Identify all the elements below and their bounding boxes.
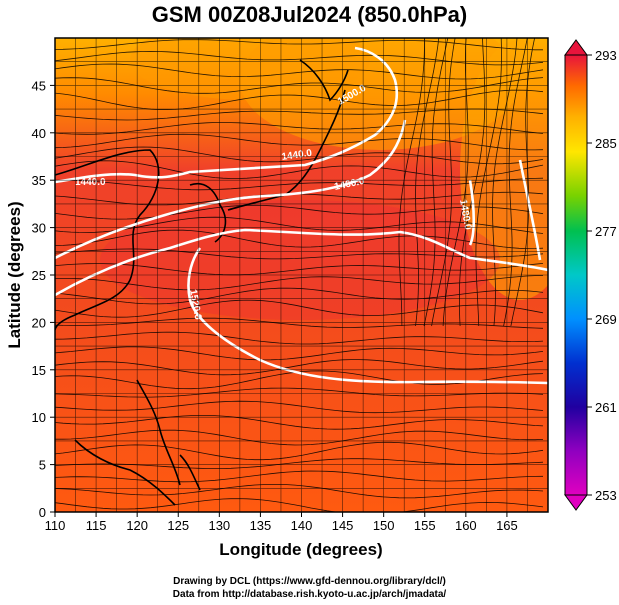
x-tick-label: 145 (332, 518, 354, 533)
contour-line (55, 119, 407, 260)
colorbar-tick-label: 285 (595, 136, 617, 151)
streamline (55, 39, 543, 51)
height-contours (55, 46, 548, 385)
streamline (55, 133, 544, 151)
contour-line (55, 228, 548, 297)
colorbar-tick-label: 269 (595, 312, 617, 327)
credits: Drawing by DCL (https://www.gfd-dennou.o… (0, 575, 619, 601)
colorbar: 293 285 277 269 261 253 (564, 39, 617, 511)
streamline (55, 50, 544, 66)
colorbar-body (564, 54, 588, 496)
wind-streamlines (55, 38, 544, 512)
y-tick-label: 35 (32, 173, 46, 188)
contour-label: 1520.0 (187, 289, 203, 321)
colorbar-tick-label: 277 (595, 224, 617, 239)
streamline (55, 484, 544, 499)
lat-lon-grid (54, 37, 549, 513)
x-axis-label: Longitude (degrees) (219, 540, 382, 559)
chart-title: GSM 00Z08Jul2024 (850.0hPa) (151, 2, 468, 27)
colorbar-tick-label: 261 (595, 400, 617, 415)
streamline (55, 204, 544, 220)
contour-label: 1440.0 (75, 177, 106, 188)
x-tick-label: 135 (250, 518, 272, 533)
y-tick-label: 0 (39, 505, 46, 520)
streamline (55, 346, 544, 361)
streamline (55, 498, 544, 512)
contour-line (468, 179, 476, 246)
y-tick-label: 10 (32, 410, 46, 425)
streamline (55, 470, 544, 483)
streamline (55, 122, 544, 135)
streamline (55, 160, 544, 179)
streamline (55, 89, 544, 110)
streamline (55, 429, 544, 446)
y-axis-ticks: 0 5 10 15 20 25 30 35 40 45 (32, 78, 55, 520)
streamline (459, 38, 486, 327)
contour-label: 1480.0 (457, 199, 473, 231)
coastlines (55, 59, 349, 506)
streamline (55, 275, 544, 291)
colorbar-bottom-arrow (564, 494, 588, 511)
x-tick-label: 140 (291, 518, 313, 533)
colorbar-tick-label: 253 (595, 488, 617, 503)
x-tick-label: 150 (373, 518, 395, 533)
streamline (492, 38, 518, 327)
y-tick-label: 30 (32, 221, 46, 236)
streamline (398, 38, 425, 327)
x-tick-label: 115 (86, 518, 107, 533)
streamline (55, 229, 544, 250)
x-tick-label: 165 (496, 518, 518, 533)
x-axis-ticks: 110 115 120 125 130 135 140 145 150 155 160 165 (45, 512, 518, 533)
streamline (55, 287, 544, 305)
colorbar-top-arrow (564, 39, 588, 56)
credit-line: Drawing by DCL (https://www.gfd-dennou.o… (173, 576, 446, 587)
credit-line: Data from http://database.rish.kyoto-u.a… (172, 589, 447, 600)
streamline (55, 359, 544, 376)
y-tick-label: 15 (32, 363, 46, 378)
streamline (55, 387, 544, 398)
streamline (55, 63, 544, 80)
contour-line (187, 247, 548, 385)
streamline (431, 38, 456, 327)
streamline (55, 146, 544, 165)
streamline (55, 331, 544, 345)
y-tick-label: 20 (32, 315, 46, 330)
y-axis-label: Latitude (degrees) (5, 201, 24, 348)
x-tick-label: 125 (167, 518, 189, 533)
x-tick-label: 160 (455, 518, 477, 533)
y-tick-label: 25 (32, 268, 46, 283)
streamline (55, 441, 544, 461)
streamline (423, 38, 449, 327)
streamline (55, 263, 544, 276)
streamline (415, 38, 440, 327)
x-tick-label: 110 (45, 518, 66, 533)
contour-line (55, 46, 399, 184)
x-tick-label: 155 (414, 518, 436, 533)
streamline (55, 415, 544, 430)
y-tick-label: 45 (32, 78, 46, 93)
x-tick-label: 120 (126, 518, 148, 533)
colorbar-tick-label: 293 (595, 48, 617, 63)
contour-line (518, 159, 542, 261)
y-tick-label: 40 (32, 126, 46, 141)
streamline (503, 38, 528, 327)
y-tick-label: 5 (39, 458, 46, 473)
streamline (55, 299, 544, 318)
streamline (475, 38, 502, 327)
x-tick-label: 130 (208, 518, 230, 533)
streamline (55, 400, 544, 414)
contour-label: 1440.0 (281, 148, 313, 163)
